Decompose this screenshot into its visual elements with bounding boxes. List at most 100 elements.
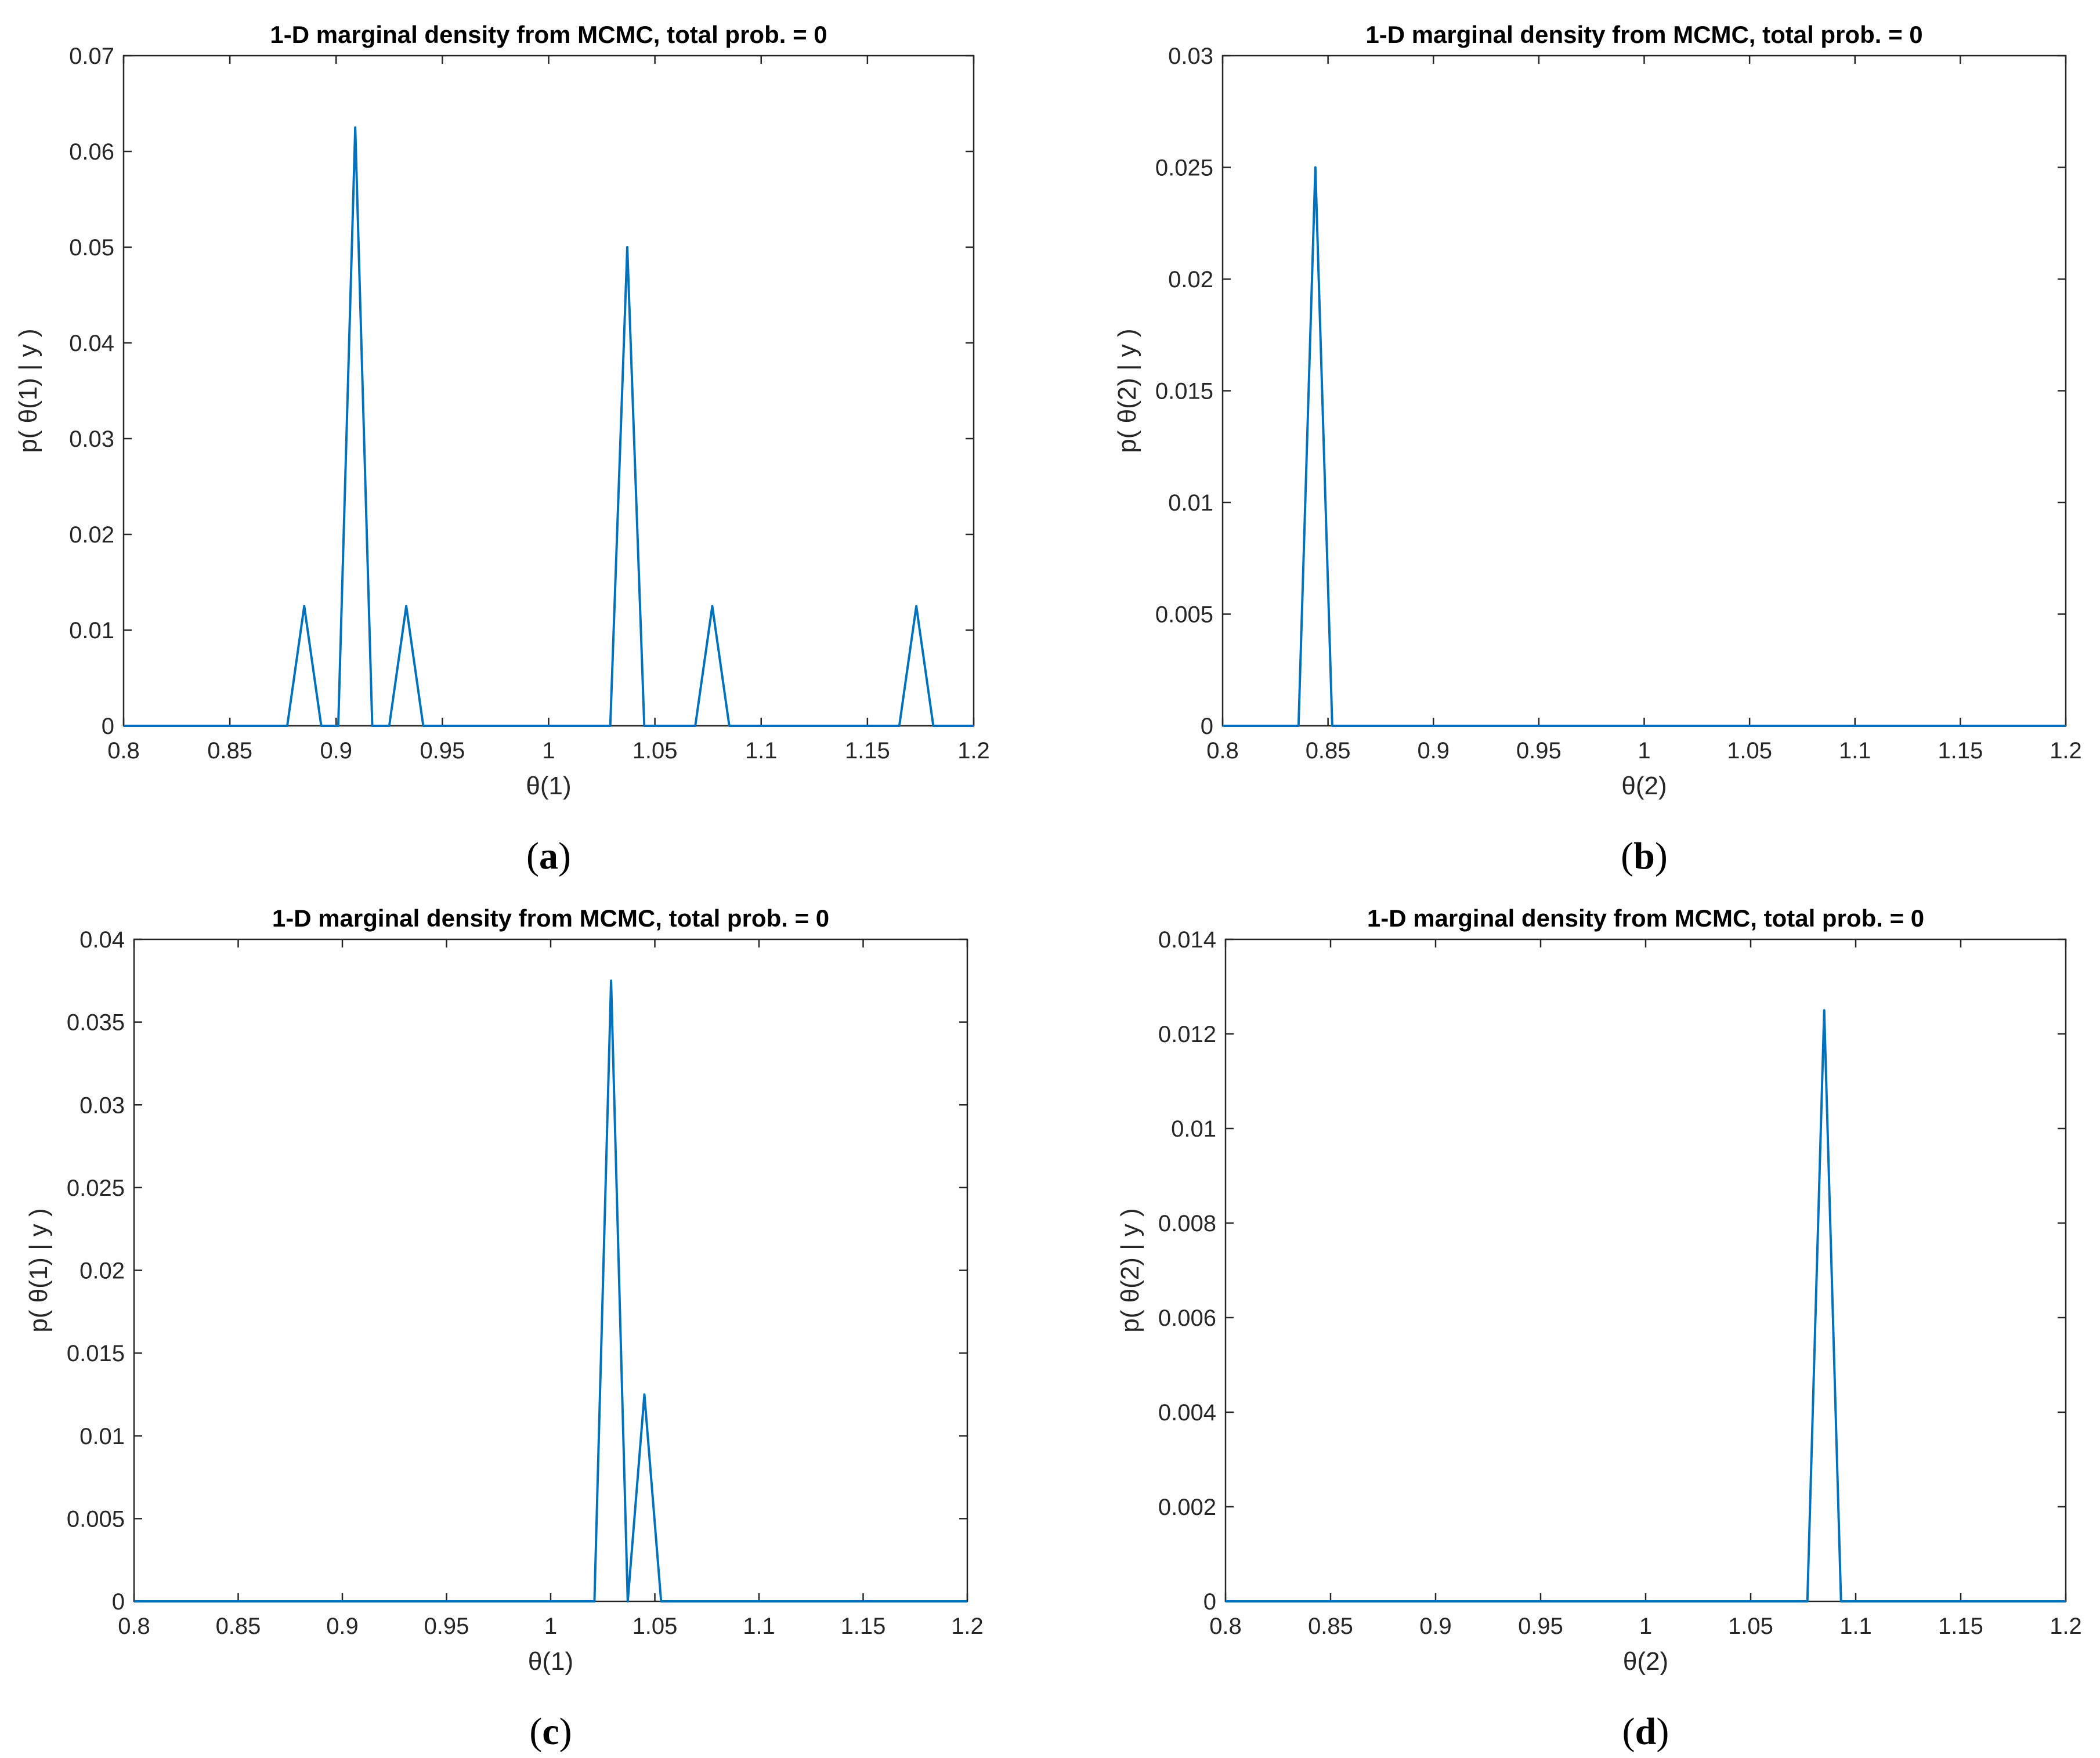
x-tick-label: 1.2 bbox=[2050, 738, 2082, 764]
y-tick-label: 0 bbox=[1203, 1589, 1216, 1615]
y-tick-label: 0.02 bbox=[69, 522, 114, 548]
caption-letter: d bbox=[1635, 1710, 1657, 1753]
x-tick-label: 1 bbox=[544, 1614, 557, 1639]
x-tick-label: 0.95 bbox=[1518, 1614, 1563, 1639]
x-tick-label: 0.8 bbox=[1209, 1614, 1242, 1639]
panel-caption: (b) bbox=[1621, 835, 1668, 877]
caption-paren-open: ( bbox=[1621, 835, 1633, 877]
x-tick-label: 1 bbox=[542, 738, 555, 764]
y-tick-label: 0.04 bbox=[69, 331, 114, 356]
plot-area-frame bbox=[1224, 938, 2067, 1603]
y-tick-label: 0.05 bbox=[69, 235, 114, 261]
caption-paren-close: ) bbox=[559, 1710, 572, 1753]
x-tick-label: 1.05 bbox=[632, 1614, 678, 1639]
panel-caption: (c) bbox=[529, 1710, 572, 1753]
y-tick-label: 0.002 bbox=[1158, 1495, 1216, 1520]
x-tick-label: 1.05 bbox=[632, 738, 678, 764]
chart-title: 1-D marginal density from MCMC, total pr… bbox=[1367, 905, 1924, 932]
y-tick-label: 0 bbox=[112, 1589, 125, 1615]
chart-title: 1-D marginal density from MCMC, total pr… bbox=[270, 21, 827, 48]
x-axis-label: θ(2) bbox=[1623, 1647, 1668, 1676]
x-tick-label: 0.9 bbox=[1417, 738, 1450, 764]
y-tick-label: 0.015 bbox=[1155, 379, 1213, 404]
y-tick-label: 0.025 bbox=[67, 1175, 125, 1201]
y-axis-label: p( θ(2) | y ) bbox=[1113, 328, 1141, 453]
x-tick-label: 0.85 bbox=[1308, 1614, 1353, 1639]
caption-letter: a bbox=[539, 835, 558, 877]
caption-paren-close: ) bbox=[558, 835, 571, 877]
series-line bbox=[1223, 166, 2066, 727]
x-tick-label: 1 bbox=[1638, 738, 1650, 764]
y-tick-label: 0.006 bbox=[1158, 1305, 1216, 1331]
x-axis-label: θ(1) bbox=[528, 1647, 573, 1676]
chart-panel-d: 0.8 0.85 0.9 0.95 1 1.05 1.1 1.15 1.2 0 0.002 0.004… bbox=[1116, 905, 2082, 1753]
x-tick-label: 1.2 bbox=[957, 738, 990, 764]
x-axis-label: θ(1) bbox=[526, 772, 571, 800]
x-tick-label: 1.05 bbox=[1728, 1614, 1773, 1639]
chart-title: 1-D marginal density from MCMC, total pr… bbox=[1365, 21, 1922, 48]
y-tick-label: 0.04 bbox=[79, 927, 125, 953]
y-tick-label: 0.06 bbox=[69, 139, 114, 165]
x-axis-label: θ(2) bbox=[1621, 772, 1667, 800]
y-tick-label: 0.01 bbox=[1168, 490, 1213, 516]
caption-paren-open: ( bbox=[529, 1710, 542, 1753]
y-tick-label: 0.01 bbox=[1171, 1116, 1216, 1142]
y-tick-label: 0.004 bbox=[1158, 1400, 1216, 1426]
y-tick-label: 0.015 bbox=[67, 1341, 125, 1366]
chart-panel-b: 0.8 0.85 0.9 0.95 1 1.05 1.1 1.15 1.2 0 0.005 0.01 0… bbox=[1113, 21, 2082, 877]
plot-area-frame bbox=[1221, 55, 2067, 727]
x-tick-label: 1.15 bbox=[1938, 738, 1983, 764]
x-tick-label: 1 bbox=[1639, 1614, 1652, 1639]
y-tick-label: 0.03 bbox=[69, 426, 114, 452]
x-tick-label: 0.85 bbox=[1306, 738, 1351, 764]
caption-paren-close: ) bbox=[1656, 1710, 1669, 1753]
caption-paren-open: ( bbox=[1622, 1710, 1635, 1753]
series-line bbox=[134, 979, 967, 1603]
x-tick-label: 0.9 bbox=[1419, 1614, 1452, 1639]
y-tick-label: 0.03 bbox=[79, 1093, 125, 1118]
y-tick-label: 0.01 bbox=[69, 618, 114, 643]
x-tick-label: 1.2 bbox=[2050, 1614, 2082, 1639]
series-line bbox=[124, 126, 974, 727]
y-axis-label: p( θ(1) | y ) bbox=[24, 1208, 53, 1332]
y-tick-label: 0 bbox=[1201, 714, 1213, 739]
x-tick-label: 1.1 bbox=[743, 1614, 775, 1639]
y-tick-label: 0.07 bbox=[69, 44, 114, 69]
y-tick-label: 0.035 bbox=[67, 1010, 125, 1036]
y-axis-label: p( θ(1) | y ) bbox=[14, 328, 42, 453]
x-tick-label: 0.8 bbox=[118, 1614, 150, 1639]
x-tick-label: 1.1 bbox=[1839, 738, 1871, 764]
x-tick-label: 0.95 bbox=[1516, 738, 1562, 764]
x-tick-label: 0.95 bbox=[420, 738, 465, 764]
x-tick-label: 0.85 bbox=[216, 1614, 261, 1639]
caption-paren-open: ( bbox=[526, 835, 539, 877]
x-tick-label: 1.15 bbox=[1938, 1614, 1983, 1639]
series-line bbox=[1226, 1009, 2066, 1603]
y-tick-label: 0.03 bbox=[1168, 44, 1213, 69]
plot-area-frame bbox=[122, 55, 975, 727]
chart-panel-a: 0.8 0.85 0.9 0.95 1 1.05 1.1 1.15 1.2 0 0.01 0.02 0.… bbox=[14, 21, 990, 877]
y-tick-label: 0.005 bbox=[1155, 602, 1213, 628]
x-tick-label: 0.8 bbox=[1206, 738, 1239, 764]
y-tick-label: 0.005 bbox=[67, 1506, 125, 1532]
x-tick-label: 0.8 bbox=[107, 738, 140, 764]
y-tick-label: 0.014 bbox=[1158, 927, 1216, 953]
panel-caption: (d) bbox=[1622, 1710, 1669, 1753]
chart-title: 1-D marginal density from MCMC, total pr… bbox=[272, 905, 829, 932]
y-tick-label: 0.01 bbox=[79, 1424, 125, 1449]
x-tick-label: 0.9 bbox=[326, 1614, 359, 1639]
panel-caption: (a) bbox=[526, 835, 571, 877]
y-axis-label: p( θ(2) | y ) bbox=[1116, 1208, 1144, 1332]
x-tick-label: 1.15 bbox=[845, 738, 890, 764]
x-tick-label: 1.1 bbox=[745, 738, 778, 764]
x-tick-label: 1.1 bbox=[1839, 1614, 1872, 1639]
y-tick-label: 0.02 bbox=[1168, 267, 1213, 292]
y-tick-label: 0.012 bbox=[1158, 1022, 1216, 1047]
caption-letter: b bbox=[1633, 835, 1655, 877]
x-tick-label: 0.85 bbox=[207, 738, 252, 764]
plot-area-frame bbox=[133, 938, 968, 1603]
caption-paren-close: ) bbox=[1655, 835, 1668, 877]
y-tick-label: 0.025 bbox=[1155, 155, 1213, 181]
caption-letter: c bbox=[542, 1710, 559, 1753]
